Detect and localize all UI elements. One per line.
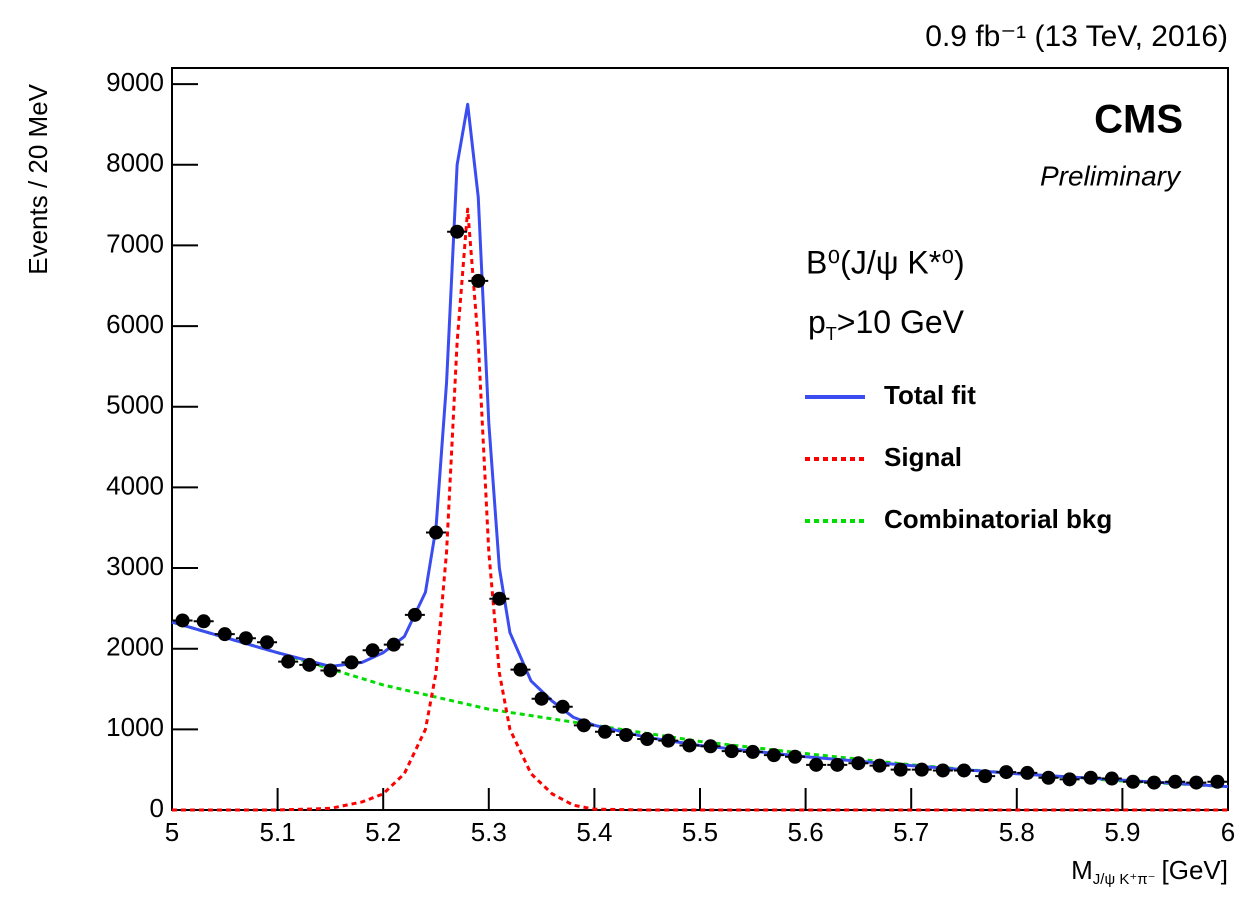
data-point: [576, 718, 591, 733]
data-point: [1210, 774, 1225, 789]
x-tick-label: 5: [165, 817, 179, 847]
data-point: [281, 654, 296, 669]
x-tick-label: 5.7: [893, 817, 929, 847]
data-point: [407, 607, 422, 622]
y-axis-label: Events / 20 MeV: [23, 83, 53, 274]
y-tick-label: 8000: [106, 148, 164, 178]
y-tick-label: 3000: [106, 551, 164, 581]
cut-base: p: [808, 304, 826, 340]
fit-curve: [171, 620, 1229, 789]
data-point: [619, 727, 634, 742]
data-point: [766, 748, 781, 763]
data-point: [830, 757, 845, 772]
data-point: [1168, 774, 1183, 789]
chart-title: 0.9 fb⁻¹ (13 TeV, 2016): [925, 20, 1228, 53]
data-point: [323, 663, 338, 678]
status: Preliminary: [1040, 160, 1182, 191]
data-point: [724, 744, 739, 759]
data-point: [1020, 765, 1035, 780]
data-point: [344, 655, 359, 670]
data-point: [703, 739, 718, 754]
y-tick-label: 4000: [106, 470, 164, 500]
data-point: [872, 758, 887, 773]
experiment: CMS: [1094, 98, 1183, 142]
data-point: [365, 643, 380, 658]
x-tick-label: 5.3: [471, 817, 507, 847]
process-label: B⁰(J/ψ K*⁰): [806, 244, 965, 280]
y-tick-label: 6000: [106, 309, 164, 339]
x-label-rest: [GeV]: [1162, 855, 1228, 885]
fit-curve: [172, 207, 1228, 812]
data-point: [914, 762, 929, 777]
legend-label: Total fit: [884, 380, 976, 410]
data-point: [661, 733, 676, 748]
x-tick-label: 5.6: [788, 817, 824, 847]
data-point: [386, 637, 401, 652]
x-tick-label: 5.2: [365, 817, 401, 847]
data-point: [935, 763, 950, 778]
x-tick-label: 5.4: [576, 817, 612, 847]
y-tick-label: 5000: [106, 390, 164, 420]
data-point: [851, 756, 866, 771]
data-point: [471, 273, 486, 288]
x-tick-label: 5.8: [999, 817, 1035, 847]
data-point: [682, 738, 697, 753]
data-point: [978, 769, 993, 784]
data-point: [957, 763, 971, 778]
y-tick-label: 1000: [106, 712, 164, 742]
data-point: [217, 627, 232, 642]
data-point: [999, 765, 1014, 780]
data-point: [1189, 775, 1204, 790]
data-point: [788, 749, 803, 764]
data-point: [492, 591, 507, 606]
data-point: [893, 762, 908, 777]
data-point: [597, 724, 612, 739]
data-point: [260, 635, 275, 650]
data-point: [1147, 775, 1162, 790]
x-tick-label: 6: [1221, 817, 1235, 847]
x-axis-label: MJ/ψ K⁺π⁻ [GeV]: [1071, 855, 1228, 888]
x-label-sub: J/ψ K⁺π⁻: [1093, 871, 1156, 888]
data-point: [534, 691, 549, 706]
y-tick-label: 7000: [106, 228, 164, 258]
data-point: [1083, 770, 1098, 785]
legend-label: Combinatorial bkg: [884, 504, 1112, 534]
data-point: [175, 613, 190, 628]
data-point: [238, 631, 253, 646]
cut-rest: >10 GeV: [837, 304, 965, 340]
data-point: [429, 525, 443, 540]
data-point: [1104, 771, 1119, 786]
y-tick-label: 9000: [106, 67, 164, 97]
data-point: [1125, 774, 1140, 789]
x-tick-label: 5.5: [682, 817, 718, 847]
cut-label: pT>10 GeV: [808, 304, 965, 343]
fit-curve: [171, 102, 1229, 789]
x-tick-label: 5.1: [260, 817, 296, 847]
data-point: [302, 657, 317, 672]
data-point: [1041, 770, 1056, 785]
data-point: [450, 224, 465, 239]
legend-label: Signal: [884, 442, 962, 472]
data-point: [640, 732, 655, 747]
data-point: [196, 614, 211, 629]
y-tick-label: 0: [150, 793, 164, 823]
x-tick-label: 5.9: [1104, 817, 1140, 847]
y-tick-label: 2000: [106, 632, 164, 662]
data-point: [809, 757, 824, 772]
data-point: [1062, 772, 1077, 787]
data-point: [745, 744, 760, 759]
cut-sub: T: [826, 324, 837, 344]
data-point: [513, 662, 528, 677]
data-point: [555, 699, 570, 714]
x-label-base: M: [1071, 855, 1093, 885]
